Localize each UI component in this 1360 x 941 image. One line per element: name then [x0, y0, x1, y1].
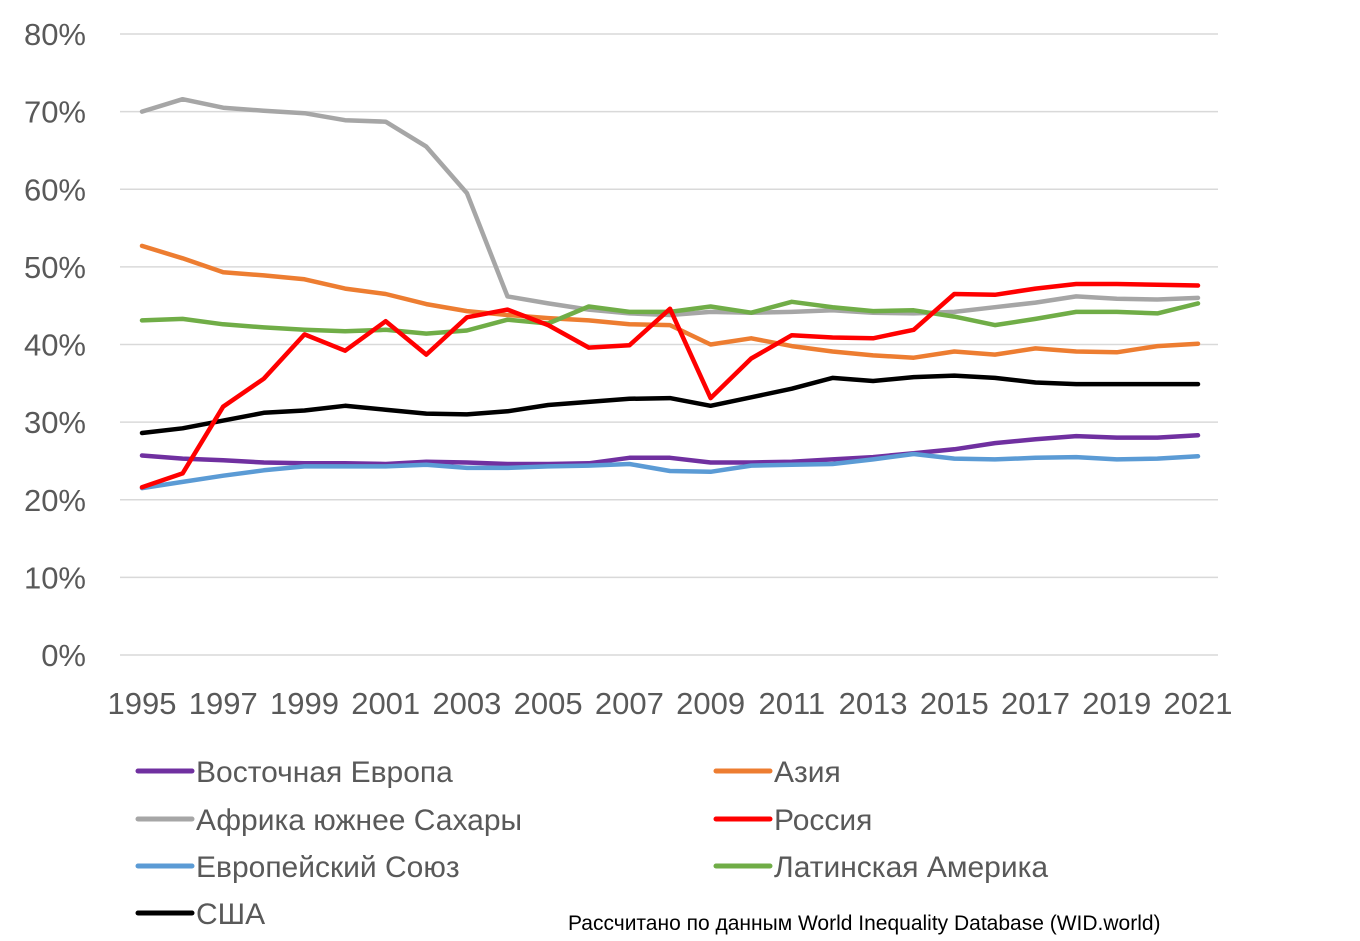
series-line-0: [139, 433, 1201, 467]
x-tick-label: 1997: [189, 686, 258, 721]
y-axis-ticks: 0% 10% 20% 30% 40% 50% 60% 70% 80%: [24, 17, 86, 673]
source-note: Рассчитано по данным World Inequality Da…: [568, 912, 1161, 935]
x-tick-label: 2019: [1082, 686, 1151, 721]
y-tick-label: 80%: [24, 17, 86, 52]
x-tick-label: 2011: [759, 686, 826, 721]
y-tick-label: 60%: [24, 172, 86, 207]
x-tick-label: 1995: [108, 686, 177, 721]
legend-label: Африка южнее Сахары: [196, 804, 522, 837]
legend-label: Азия: [774, 756, 841, 789]
gridlines: [120, 33, 1218, 656]
series-line-6: [139, 373, 1201, 436]
x-tick-label: 2007: [595, 686, 664, 721]
y-tick-label: 50%: [24, 250, 86, 285]
legend-label: США: [196, 898, 265, 931]
x-tick-label: 2013: [839, 686, 908, 721]
y-tick-label: 0%: [41, 638, 86, 673]
series-lines: [139, 96, 1201, 491]
y-tick-label: 30%: [24, 405, 86, 440]
legend-label: Латинская Америка: [774, 851, 1048, 884]
series-line-1: [139, 243, 1201, 360]
y-tick-label: 10%: [24, 560, 86, 595]
series-line-3: [139, 281, 1201, 490]
legend-label: Восточная Европа: [196, 756, 453, 789]
series-line-2: [139, 96, 1201, 318]
x-tick-label: 1999: [270, 686, 339, 721]
x-tick-label: 2001: [351, 686, 420, 721]
x-tick-label: 2021: [1164, 686, 1233, 721]
x-tick-label: 2015: [920, 686, 989, 721]
x-axis-ticks: 1995 1997 1999 2001 2003 2005 2007 2009 2011 2013…: [108, 686, 1233, 721]
legend: Восточная Европа Азия Африка южнее Сахары Р…: [135, 756, 1048, 931]
x-tick-label: 2003: [432, 686, 501, 721]
legend-label: Россия: [774, 804, 872, 837]
y-tick-label: 70%: [24, 95, 86, 130]
x-tick-label: 2009: [676, 686, 745, 721]
legend-label: Европейский Союз: [196, 851, 460, 884]
x-tick-label: 2017: [1001, 686, 1070, 721]
series-line-4: [139, 451, 1201, 491]
y-tick-label: 40%: [24, 328, 86, 363]
y-tick-label: 20%: [24, 483, 86, 518]
x-tick-label: 2005: [514, 686, 583, 721]
